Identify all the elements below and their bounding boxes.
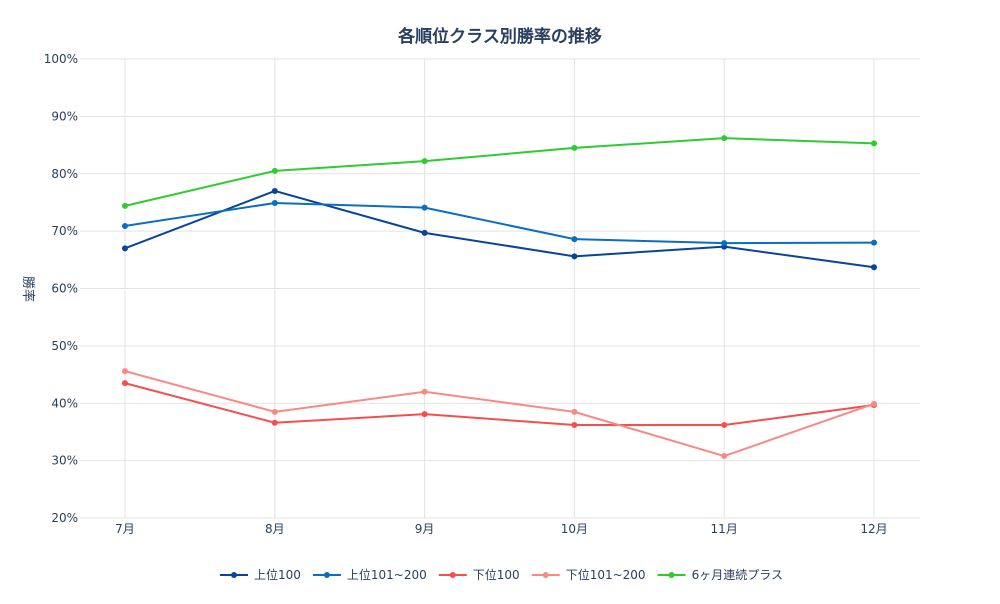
data-point [122, 368, 128, 375]
x-tick-label: 7月 [115, 522, 135, 536]
legend-marker-icon [668, 572, 675, 578]
data-point [421, 204, 428, 211]
data-point [571, 236, 578, 243]
legend-item[interactable]: 6ヶ月連続プラス [657, 568, 783, 582]
x-tick-label: 8月 [265, 522, 285, 536]
data-point [122, 245, 128, 252]
data-point [871, 264, 877, 271]
grid [80, 58, 920, 519]
x-tick-label: 11月 [711, 522, 738, 536]
series-line [124, 189, 875, 269]
legend-marker-icon [323, 572, 330, 578]
x-tick-label: 12月 [860, 522, 887, 536]
data-point [122, 202, 128, 209]
data-point [571, 422, 578, 429]
legend-item[interactable]: 下位101~200 [531, 567, 646, 582]
x-tick-label: 10月 [561, 522, 588, 536]
series-4 [122, 135, 877, 209]
data-point [271, 200, 278, 207]
data-point [421, 229, 428, 236]
data-point [421, 411, 428, 418]
data-point [122, 380, 128, 387]
legend-label: 下位101~200 [566, 567, 646, 582]
data-point [871, 239, 877, 246]
series-line [124, 137, 875, 207]
data-point [271, 167, 278, 174]
series-3 [122, 368, 877, 460]
data-point [421, 158, 428, 165]
x-tick-label: 9月 [415, 522, 435, 536]
series-1 [122, 200, 877, 247]
y-tick-label: 100% [44, 52, 78, 66]
data-point [271, 419, 278, 426]
legend-marker-icon [449, 572, 456, 578]
legend-label: 下位100 [473, 567, 520, 582]
data-point [571, 408, 578, 415]
axes: 20% 30% 40% 50% 60% 70% 80% 90% 100% 7月 8月 9月 10月 11月… [44, 52, 888, 536]
data-point [721, 135, 728, 142]
data-point [721, 453, 728, 460]
y-tick-label: 30% [51, 454, 78, 468]
data-point [871, 140, 877, 147]
legend-item[interactable]: 下位100 [438, 567, 520, 582]
y-tick-label: 60% [51, 282, 78, 296]
legend: 上位100 上位101~200 下位100 下位101~200 6ヶ月連続プラス [220, 567, 783, 582]
y-axis-label: 勝率 [20, 276, 36, 302]
legend-marker-icon [542, 572, 549, 578]
data-point [871, 400, 877, 407]
series-line [124, 382, 875, 427]
data-point [122, 222, 128, 229]
series-line [124, 370, 875, 458]
series-line [124, 202, 875, 245]
data-point [571, 253, 578, 260]
data-point [721, 240, 728, 247]
y-tick-label: 80% [51, 167, 78, 181]
legend-label: 上位100 [254, 567, 301, 582]
chart-title: 各順位クラス別勝率の推移 [397, 26, 602, 47]
data-point [721, 422, 728, 429]
series-lines [122, 135, 877, 460]
data-point [271, 187, 278, 194]
legend-label: 上位101~200 [347, 567, 427, 582]
series-0 [122, 187, 877, 271]
legend-marker-icon [231, 572, 237, 578]
legend-label: 6ヶ月連続プラス [692, 568, 783, 582]
series-2 [122, 380, 877, 429]
data-point [421, 388, 428, 395]
y-tick-label: 20% [51, 511, 78, 525]
y-tick-label: 40% [51, 396, 78, 410]
y-tick-label: 90% [51, 109, 78, 123]
y-tick-label: 70% [51, 224, 78, 238]
legend-item[interactable]: 上位100 [220, 567, 301, 582]
legend-item[interactable]: 上位101~200 [312, 567, 427, 582]
y-tick-label: 50% [51, 339, 78, 353]
data-point [571, 144, 578, 151]
data-point [271, 408, 278, 415]
